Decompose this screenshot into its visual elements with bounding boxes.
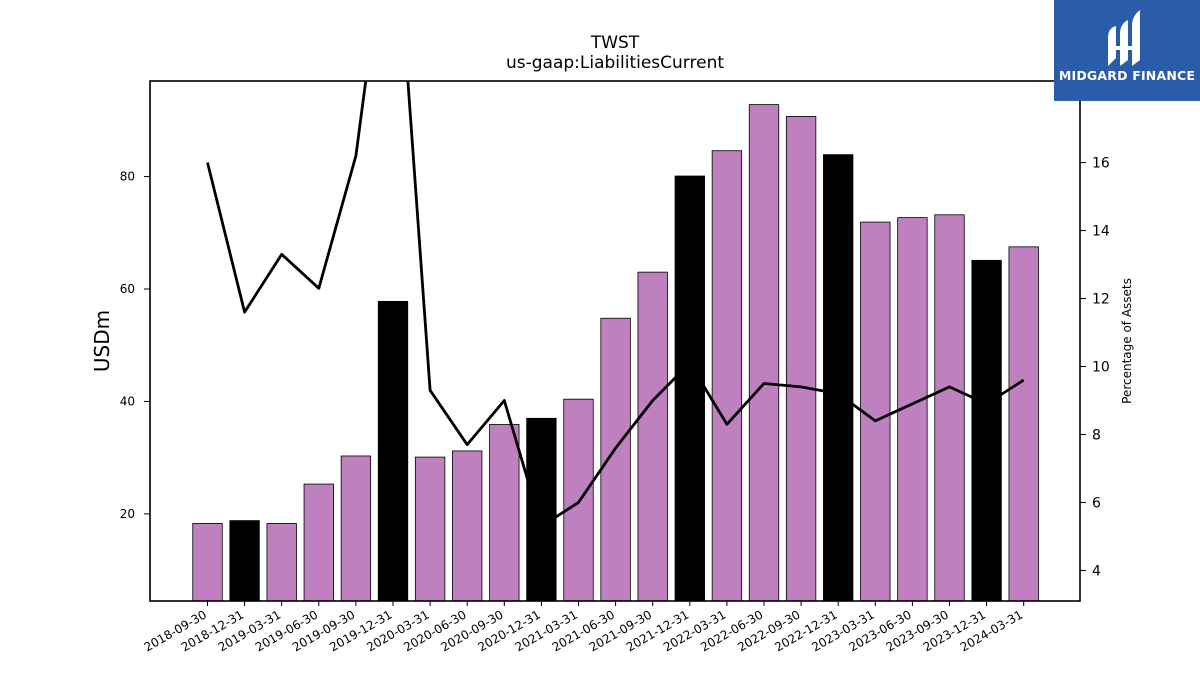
y2-tick-label: 14 — [1092, 224, 1110, 240]
bar-2020-03-31 — [414, 456, 446, 602]
y2-tick-label: 4 — [1092, 563, 1101, 579]
bar-2020-06-30 — [452, 450, 483, 602]
bar-2020-09-30 — [489, 424, 520, 602]
y2-tick-label: 6 — [1092, 495, 1101, 511]
bar-2024-03-31 — [1008, 246, 1039, 602]
brand-name: MIDGARD FINANCE — [1058, 68, 1196, 83]
y2-tick-label: 16 — [1092, 156, 1110, 172]
bar-2022-03-31 — [711, 150, 743, 602]
bar-2022-12-31 — [823, 154, 854, 602]
y2-axis: 4 6 8 10 12 14 16 — [1080, 156, 1110, 579]
midgard-logo-icon — [1108, 10, 1140, 66]
chart-title: TWST — [590, 33, 640, 53]
y-axis: 20 40 60 80 — [120, 170, 150, 521]
bars — [192, 104, 1039, 602]
y-axis-label: USDm — [90, 310, 114, 372]
y-tick-label: 80 — [120, 170, 135, 184]
y-tick-label: 60 — [120, 282, 135, 296]
chart-subtitle: us-gaap:LiabilitiesCurrent — [506, 53, 724, 73]
x-axis: 2018-09-302018-12-312019-03-312019-06-30… — [142, 601, 1025, 654]
y2-axis-label: Percentage of Assets — [1120, 278, 1134, 404]
y-tick-label: 40 — [120, 394, 135, 408]
bar-2021-12-31 — [674, 175, 705, 602]
y2-tick-label: 10 — [1092, 359, 1110, 375]
y2-tick-label: 8 — [1092, 427, 1101, 443]
line-layer — [206, 81, 1025, 528]
bar-2021-09-30 — [637, 271, 668, 602]
bar-2019-12-31 — [377, 300, 409, 602]
bar-2023-09-30 — [934, 214, 965, 602]
percentage-line — [206, 81, 1025, 528]
bar-2019-03-31 — [266, 523, 297, 602]
plot-frame — [149, 80, 1081, 602]
y2-tick-label: 12 — [1092, 292, 1110, 308]
bar-2020-12-31 — [526, 417, 557, 602]
bar-2018-12-31 — [229, 520, 260, 602]
bar-2022-06-30 — [748, 104, 780, 602]
bar-2019-06-30 — [303, 483, 334, 602]
bar-2022-09-30 — [785, 116, 817, 602]
bar-2023-03-31 — [860, 221, 891, 602]
bar-2021-06-30 — [600, 317, 631, 602]
bar-2019-09-30 — [340, 455, 372, 602]
bar-2018-09-30 — [192, 523, 223, 602]
y-tick-label: 20 — [120, 507, 135, 521]
bar-2023-12-31 — [971, 259, 1002, 602]
brand-logo: MIDGARD FINANCE — [1054, 0, 1200, 101]
